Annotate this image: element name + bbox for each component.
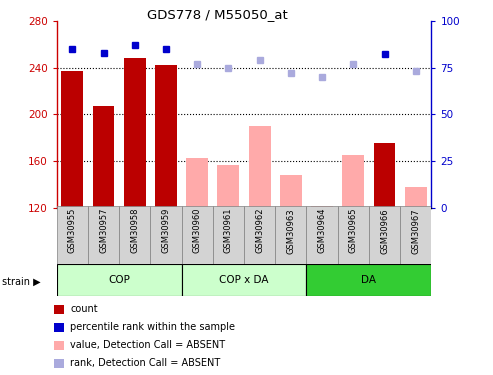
Bar [249, 126, 271, 208]
Bar [369, 206, 400, 264]
Text: GSM30964: GSM30964 [317, 208, 326, 254]
Bar [405, 187, 427, 208]
Text: GSM30966: GSM30966 [380, 208, 389, 254]
Bar [307, 206, 338, 264]
Bar [57, 206, 88, 264]
Text: GSM30963: GSM30963 [286, 208, 295, 254]
Text: GDS778 / M55050_at: GDS778 / M55050_at [146, 8, 287, 21]
Bar [88, 206, 119, 264]
Bar [150, 206, 181, 264]
Text: GSM30961: GSM30961 [224, 208, 233, 254]
Text: percentile rank within the sample: percentile rank within the sample [70, 322, 235, 332]
Bar [217, 165, 240, 208]
Text: COP: COP [108, 275, 130, 285]
Text: rank, Detection Call = ABSENT: rank, Detection Call = ABSENT [70, 358, 220, 368]
Bar [338, 206, 369, 264]
Text: GSM30955: GSM30955 [68, 208, 77, 254]
Bar [181, 206, 213, 264]
Bar [155, 65, 177, 208]
Bar [311, 206, 333, 208]
Text: GSM30962: GSM30962 [255, 208, 264, 254]
Bar [119, 206, 150, 264]
Text: GSM30967: GSM30967 [411, 208, 420, 254]
Bar [374, 142, 395, 208]
Bar [275, 206, 307, 264]
Bar [61, 71, 83, 208]
Bar [342, 155, 364, 208]
Bar [93, 106, 114, 208]
Text: GSM30965: GSM30965 [349, 208, 358, 254]
Text: GSM30958: GSM30958 [130, 208, 139, 254]
Text: strain ▶: strain ▶ [2, 277, 41, 287]
Bar [213, 206, 244, 264]
Bar [181, 264, 307, 296]
Bar [400, 206, 431, 264]
Text: count: count [70, 304, 98, 314]
Bar [307, 264, 431, 296]
Text: COP x DA: COP x DA [219, 275, 269, 285]
Text: GSM30960: GSM30960 [193, 208, 202, 254]
Text: GSM30959: GSM30959 [162, 208, 171, 254]
Bar [124, 58, 146, 208]
Bar [280, 176, 302, 208]
Bar [186, 158, 208, 208]
Bar [244, 206, 275, 264]
Text: GSM30957: GSM30957 [99, 208, 108, 254]
Bar [57, 264, 181, 296]
Text: DA: DA [361, 275, 377, 285]
Text: value, Detection Call = ABSENT: value, Detection Call = ABSENT [70, 340, 225, 350]
